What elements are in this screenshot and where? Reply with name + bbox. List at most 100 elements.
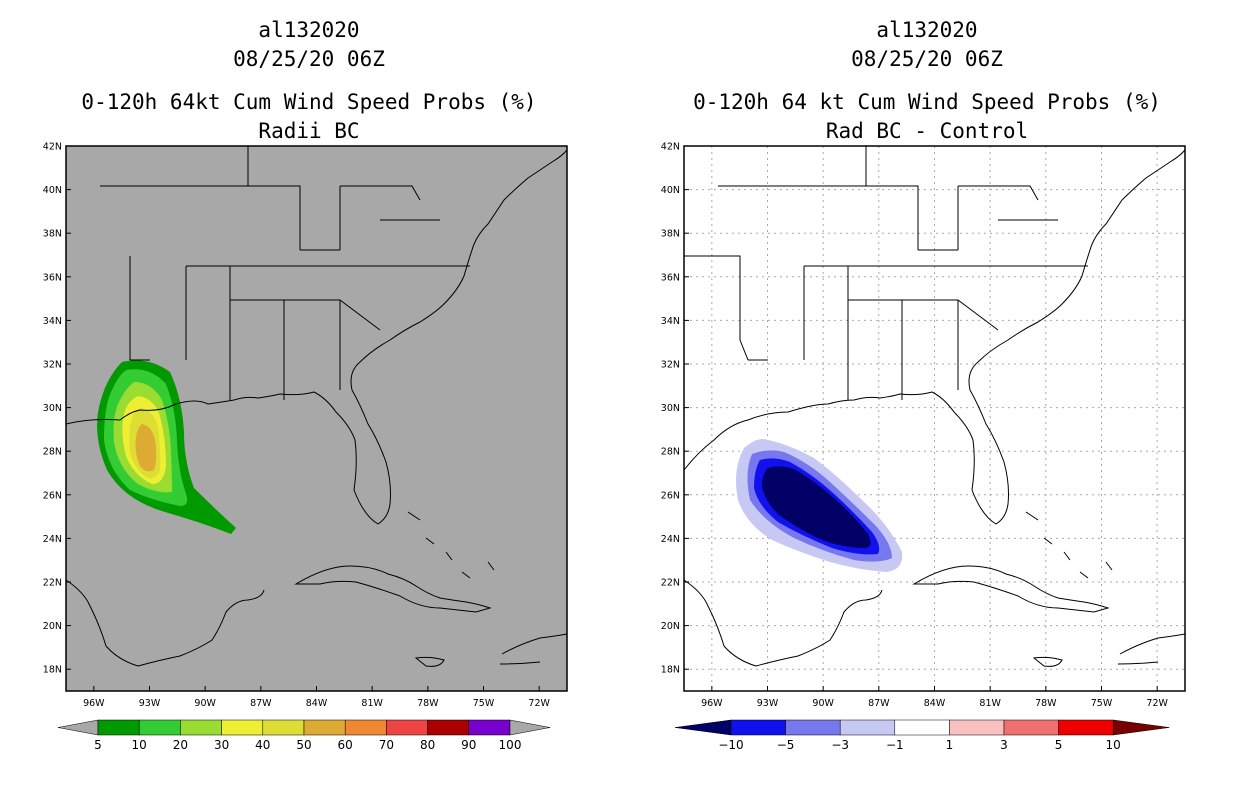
right-lon-label: 75W: [1091, 698, 1113, 709]
left-lat-label: 40N: [43, 185, 62, 196]
right-lon-label: 78W: [1035, 698, 1057, 709]
right-lat-label: 30N: [661, 403, 680, 414]
right-lat-label: 26N: [661, 490, 680, 501]
left-lon-label: 84W: [306, 698, 328, 709]
right-lon-label: 93W: [757, 698, 779, 709]
right-colorbar-swatch: [1058, 719, 1114, 736]
right-lon-label: 87W: [868, 698, 890, 709]
right-lat-label: 22N: [661, 578, 680, 589]
left-colorbar-swatch: [303, 719, 346, 736]
right-colorbar-swatch: [894, 719, 950, 736]
right-colorbar-swatch: [1003, 719, 1059, 736]
right-axes: 42N 40N 38N 36N 34N 32N 30N 28N 26N 24N 22N 20N 18N 9…: [661, 142, 1169, 710]
right-colorbar-swatch: [949, 719, 1005, 736]
left-lat-label: 18N: [43, 665, 62, 676]
right-datetime: 08/25/20 06Z: [851, 47, 1003, 71]
right-lon-label: 84W: [924, 698, 946, 709]
right-diff-minus-10: [762, 466, 871, 548]
left-storm-id: al132020: [258, 18, 360, 42]
right-lat-label: 40N: [661, 185, 680, 196]
left-colorbar-swatch: [138, 719, 181, 736]
right-lat-label: 34N: [661, 316, 680, 327]
right-lat-label: 36N: [661, 272, 680, 283]
left-colorbar-swatch: [386, 719, 428, 736]
right-lon-label: 96W: [701, 698, 723, 709]
right-colorbar-swatch: [785, 719, 841, 736]
right-colorbar-label: −3: [831, 738, 849, 752]
left-lon-label: 81W: [361, 698, 383, 709]
right-colorbar-overflow: [1112, 719, 1170, 736]
left-lon-label: 93W: [139, 698, 161, 709]
left-coastlines: [65, 146, 568, 667]
left-colorbar-swatch: [180, 719, 222, 736]
left-colorbar-label: 60: [338, 738, 353, 752]
left-lon-label: 78W: [417, 698, 439, 709]
left-lon-label: 75W: [473, 698, 495, 709]
right-lat-label: 20N: [661, 621, 680, 632]
right-colorbar-label: −10: [718, 738, 743, 752]
right-colorbar: −10 −5 −3 −1 1 3 5 10: [674, 719, 1170, 752]
left-colorbar-label: 10: [132, 738, 147, 752]
right-colorbar-swatch: [730, 719, 786, 736]
left-lon-label: 96W: [83, 698, 105, 709]
left-lon-label: 90W: [194, 698, 216, 709]
right-lon-label: 90W: [812, 698, 834, 709]
left-colorbar-swatch: [97, 719, 140, 736]
right-colorbar-label: 3: [1000, 738, 1008, 752]
right-storm-id: al132020: [876, 18, 978, 42]
right-lat-label: 38N: [661, 229, 680, 240]
left-lon-label: 72W: [528, 698, 550, 709]
left-map: 42N 40N 38N 36N 34N 32N 30N 28N 26N 24N 22N 20N 18N 9…: [43, 142, 568, 752]
left-axes: 42N 40N 38N 36N 34N 32N 30N 28N 26N 24N 22N 20N 18N 9…: [43, 142, 551, 710]
left-colorbar-swatch: [427, 719, 470, 736]
right-difference-field: [736, 439, 903, 572]
left-colorbar-overflow: [509, 719, 551, 736]
left-colorbar-label: 80: [420, 738, 435, 752]
right-map: 42N 40N 38N 36N 34N 32N 30N 28N 26N 24N 22N 20N 18N 9…: [661, 142, 1186, 752]
right-title: 0-120h 64 kt Cum Wind Speed Probs (%): [693, 90, 1161, 114]
left-lat-label: 22N: [43, 578, 62, 589]
left-lat-label: 20N: [43, 621, 62, 632]
right-lat-label: 32N: [661, 360, 680, 371]
right-subtitle: Rad BC - Control: [825, 119, 1029, 143]
left-colorbar-swatch: [468, 719, 511, 736]
left-lat-label: 32N: [43, 360, 62, 371]
left-colorbar-underflow: [57, 719, 99, 736]
left-colorbar-swatch: [221, 719, 264, 736]
left-colorbar-swatch: [344, 719, 387, 736]
left-panel: al132020 08/25/20 06Z 0-120h 64kt Cum Wi…: [43, 18, 568, 752]
left-colorbar-label: 70: [379, 738, 394, 752]
left-lat-label: 42N: [43, 142, 62, 153]
left-colorbar-label: 30: [214, 738, 229, 752]
left-colorbar-label: 90: [461, 738, 476, 752]
right-panel: al132020 08/25/20 06Z 0-120h 64 kt Cum W…: [618, 0, 1236, 800]
right-lat-label: 28N: [661, 447, 680, 458]
right-lat-label: 42N: [661, 142, 680, 153]
right-colorbar-label: 10: [1106, 738, 1121, 752]
left-colorbar-label: 20: [173, 738, 188, 752]
left-colorbar: 5 10 20 30 40 50 60 70 80 90 100: [57, 719, 551, 752]
left-probability-field: [97, 360, 236, 534]
left-prob-50: [135, 424, 157, 472]
left-lat-label: 24N: [43, 534, 62, 545]
right-colorbar-label: 5: [1055, 738, 1063, 752]
left-title: 0-120h 64kt Cum Wind Speed Probs (%): [81, 90, 537, 114]
right-lon-label: 81W: [979, 698, 1001, 709]
left-lat-label: 38N: [43, 229, 62, 240]
left-lat-label: 26N: [43, 490, 62, 501]
left-colorbar-label: 50: [296, 738, 311, 752]
left-lat-label: 28N: [43, 447, 62, 458]
right-colorbar-swatch: [839, 719, 896, 736]
left-lon-label: 87W: [250, 698, 272, 709]
right-gridlines: [684, 145, 1185, 691]
left-subtitle: Radii BC: [258, 119, 360, 143]
left-colorbar-label: 100: [499, 738, 522, 752]
right-lon-label: 72W: [1146, 698, 1168, 709]
left-colorbar-swatch: [262, 719, 305, 736]
left-colorbar-label: 40: [255, 738, 270, 752]
right-colorbar-label: −5: [777, 738, 795, 752]
right-lat-label: 18N: [661, 665, 680, 676]
left-datetime: 08/25/20 06Z: [233, 47, 385, 71]
left-lat-label: 36N: [43, 272, 62, 283]
right-colorbar-label: 1: [946, 738, 954, 752]
